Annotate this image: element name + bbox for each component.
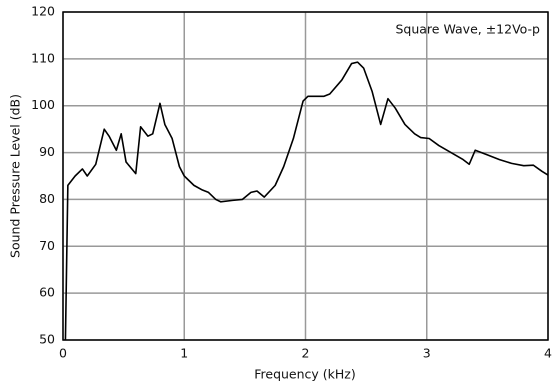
y-tick-label: 60 <box>39 285 55 300</box>
x-tick-label: 4 <box>544 346 552 361</box>
y-tick-label: 50 <box>39 332 55 347</box>
x-tick-label: 0 <box>59 346 67 361</box>
data-line <box>64 61 549 341</box>
plot-frame <box>62 11 549 341</box>
x-tick-label: 3 <box>423 346 431 361</box>
y-tick-label: 120 <box>31 4 55 19</box>
annotation: Square Wave, ±12Vo-p <box>395 22 540 37</box>
x-tick-label: 1 <box>180 346 188 361</box>
y-tick-label: 90 <box>39 144 55 159</box>
x-tick-label: 2 <box>302 346 310 361</box>
y-tick-label: 110 <box>31 50 55 65</box>
y-tick-label: 80 <box>39 191 55 206</box>
y-axis-label: Sound Pressure Level (dB) <box>8 94 23 258</box>
x-axis-label: Frequency (kHz) <box>254 367 356 382</box>
y-tick-label: 100 <box>31 97 55 112</box>
y-tick-label: 70 <box>39 238 55 253</box>
